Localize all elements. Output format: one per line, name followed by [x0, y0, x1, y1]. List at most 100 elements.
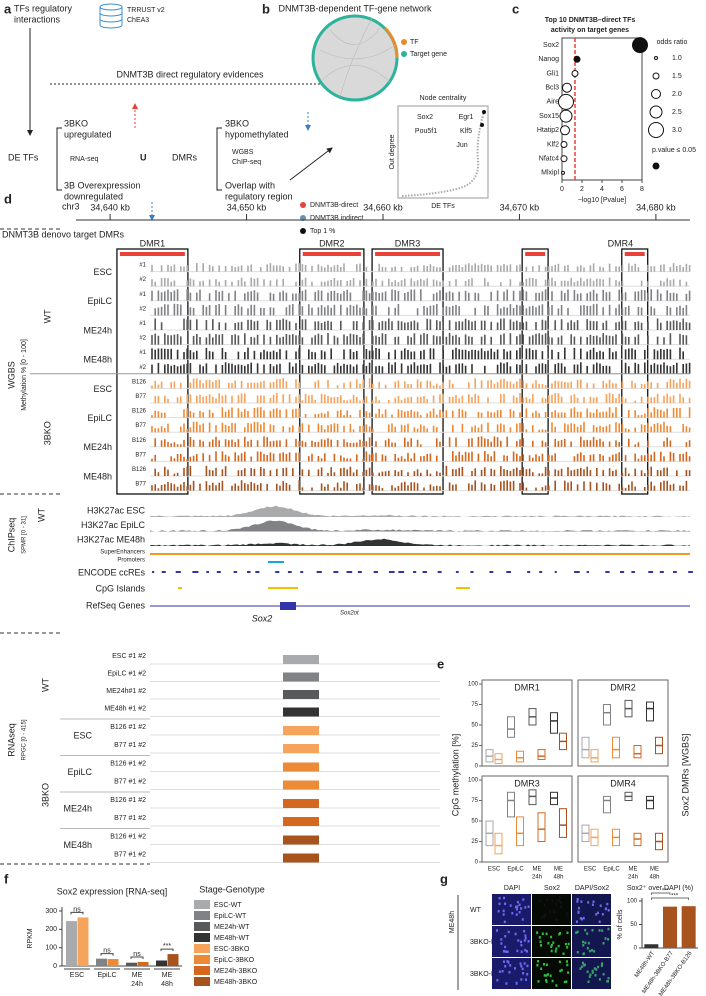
significance-bracket: [160, 948, 174, 952]
dmr-block: [525, 252, 546, 256]
group-label: WT: [40, 678, 50, 692]
y-tick-label: 50: [471, 723, 478, 729]
facet-frame: [577, 775, 669, 863]
significance-bracket: [130, 956, 144, 959]
y-tick-label: Gli1: [547, 70, 560, 77]
x-tick-label: EpiLC: [603, 867, 620, 873]
y-tick-label: Nanog: [538, 56, 559, 63]
y-tick-label: 200: [45, 926, 57, 933]
box: [590, 749, 599, 763]
bar: [156, 960, 167, 966]
panel-label: g: [440, 871, 448, 886]
dmr-block: [624, 252, 645, 256]
annotation-label: Promoters: [117, 558, 145, 564]
column-label: DAPI/Sox2: [575, 885, 609, 892]
cell-texture: [496, 929, 530, 954]
dot: [558, 93, 574, 110]
dot: [561, 170, 565, 175]
legend-size: [654, 56, 658, 60]
replicate-label: #1: [139, 321, 146, 327]
bar: [66, 921, 77, 966]
group-label: 3BKO: [42, 421, 52, 445]
facet-title: DMR3: [514, 778, 540, 788]
signal-texture: [154, 392, 691, 403]
node-label: Klf5: [460, 128, 472, 135]
y-tick-label: 50: [471, 819, 478, 825]
annotation-label: SuperEnhancers: [100, 550, 145, 556]
signal-texture: [283, 707, 319, 717]
box: [646, 701, 654, 722]
annotation-label: RefSeq Genes: [86, 600, 146, 610]
x-tick-label: 2: [580, 186, 584, 193]
signal-texture: [283, 835, 319, 845]
box: [537, 749, 546, 760]
facet-frame: [481, 679, 573, 767]
signal-texture: [283, 799, 319, 808]
x-tick-label: 34,680 kb: [636, 202, 676, 212]
signal-texture: [151, 263, 691, 272]
track-label: EpiLC #1 #2: [107, 670, 146, 677]
x-tick-label: ME: [554, 867, 563, 873]
annotation-block: [150, 553, 690, 555]
dot: [560, 125, 570, 136]
stage-label: ESC: [73, 730, 92, 740]
replicate-label: B126: [132, 409, 147, 415]
axis-label: Sox2 DMRs [WGBS]: [680, 733, 690, 816]
y-tick-label: 0: [634, 946, 638, 952]
box: [559, 808, 567, 838]
panel-label: c: [512, 1, 519, 16]
bar: [137, 961, 149, 966]
node-label: Pou5f1: [415, 128, 437, 135]
signal-texture: [283, 853, 319, 863]
x-tick-label: ESC: [584, 867, 597, 873]
box: [633, 745, 642, 759]
signal-texture: [151, 451, 691, 462]
dmr-box: [621, 248, 649, 495]
box: [581, 736, 590, 759]
signal-texture: [154, 465, 691, 476]
panel-a-layout: [27, 3, 333, 221]
stage-label: ESC: [93, 267, 112, 277]
dmr-block: [302, 252, 361, 256]
cell-texture: [536, 960, 570, 987]
signal-texture: [151, 378, 691, 389]
database: TRRUST v2: [127, 7, 165, 14]
legend-title: Stage-Genotype: [199, 884, 265, 894]
bar: [107, 959, 119, 966]
box: [646, 795, 654, 810]
track-label: ME48h #1 #2: [104, 705, 146, 712]
signal-texture: [283, 762, 319, 772]
axis-label: % of cells: [617, 909, 624, 939]
stage-label: EpiLC: [87, 296, 112, 306]
x-tick-label: 34,640 kb: [90, 202, 130, 212]
panel-label: a: [4, 1, 12, 16]
node-label: Jun: [456, 142, 467, 149]
replicate-label: #1: [139, 350, 146, 356]
legend-label: ME48h-3BKO: [214, 979, 258, 986]
track-label: B126 #1 #2: [110, 724, 146, 731]
dot: [571, 70, 579, 77]
replicate-label: B77: [135, 452, 146, 458]
dmr-box: [521, 248, 549, 495]
evidence-text: regulatory region: [225, 191, 293, 201]
track-label: B126 #1 #2: [110, 797, 146, 804]
box: [537, 812, 546, 842]
signal-texture: [151, 480, 688, 491]
x-tick-label: ME: [629, 867, 638, 873]
signal-texture: [151, 277, 688, 287]
axis-label: CpG methylation [%]: [450, 734, 460, 817]
legend-swatch: [401, 39, 407, 45]
track-group-title: WGBS: [6, 361, 16, 389]
replicate-label: B77: [135, 394, 146, 400]
dot: [562, 82, 572, 93]
legend-label: 1.0: [672, 55, 682, 62]
replicate-label: #2: [139, 365, 146, 371]
database: ChEA3: [127, 17, 149, 24]
axis-label: Methylation % [0 - 100]: [21, 339, 28, 411]
evidence-text: 3B Overexpression: [64, 180, 141, 190]
y-tick-label: Nfatc4: [539, 156, 559, 163]
image-tile: [532, 926, 571, 957]
y-tick-label: 100: [45, 945, 57, 952]
signal-texture: [151, 289, 691, 301]
